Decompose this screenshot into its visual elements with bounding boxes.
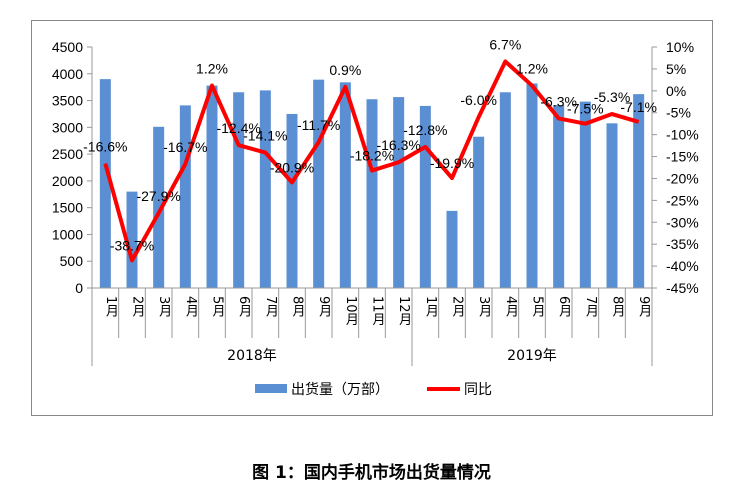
yoy-data-label: 0.9% (329, 62, 361, 78)
yoy-data-label: -19.9% (430, 155, 474, 171)
yoy-data-label: -12.4% (216, 120, 260, 136)
yoy-data-label: -18.2% (350, 148, 394, 164)
yoy-data-label: -16.6% (83, 139, 127, 155)
category-label: 5月 (210, 296, 226, 319)
chart: 0 500 1000 1500 2000 2500 3000 3500 4000 4500 -45%… (31, 20, 713, 416)
category-label: 7月 (263, 296, 279, 319)
category-label: 11月 (370, 296, 386, 327)
yoy-data-label: -7.5% (567, 101, 604, 117)
category-label: 5月 (530, 296, 546, 319)
bar (606, 123, 618, 288)
yoy-data-label: -11.7% (297, 117, 340, 133)
bar (419, 105, 431, 289)
bar (579, 101, 591, 288)
category-label: 10月 (343, 296, 359, 327)
bar (526, 83, 538, 288)
group-label: 2018年 (227, 348, 277, 364)
yoy-data-label: 1.2% (196, 61, 228, 77)
yoy-data-label: -27.9% (136, 188, 180, 204)
legend-bar-label: 出货量（万部） (291, 381, 389, 398)
yoy-data-label: -16.7% (163, 139, 207, 155)
category-label: 2月 (130, 296, 146, 319)
category-label: 4月 (183, 296, 199, 319)
yoy-data-label: -5.3% (594, 89, 631, 105)
category-label: 8月 (610, 296, 626, 319)
right-tick-label: -15% (666, 149, 699, 165)
category-label: 7月 (583, 296, 599, 319)
left-tick-label: 3500 (52, 93, 83, 109)
bar (233, 92, 245, 288)
bar (126, 191, 138, 288)
chart-title: 图 1：国内手机市场出货量情况 (252, 463, 491, 483)
right-tick-label: -40% (666, 258, 699, 274)
left-tick-label: 0 (75, 280, 83, 296)
yoy-data-label: -14.1% (243, 128, 287, 144)
right-tick-label: -35% (666, 236, 699, 252)
left-tick-label: 4500 (52, 39, 83, 55)
group-label: 2019年 (507, 348, 557, 364)
yoy-data-label: -6.3% (540, 93, 577, 109)
right-tick-label: 5% (666, 61, 686, 77)
bar (473, 136, 485, 288)
bar (366, 99, 378, 288)
right-tick-label: -20% (666, 170, 699, 186)
bar (499, 92, 511, 288)
yoy-data-label: -6.0% (460, 92, 497, 108)
category-label: 4月 (503, 296, 519, 319)
category-label: 8月 (290, 296, 306, 319)
right-tick-label: 0% (666, 83, 686, 99)
category-label: 6月 (236, 296, 252, 319)
left-tick-label: 2000 (52, 173, 83, 189)
yoy-data-label: -20.9% (270, 159, 314, 175)
yoy-data-label: -38.7% (110, 237, 154, 253)
category-label: 1月 (423, 296, 439, 319)
bar (553, 105, 565, 288)
category-label: 9月 (316, 296, 332, 319)
legend-line-label: 同比 (464, 382, 492, 398)
yoy-data-label: -7.1% (620, 99, 657, 115)
yoy-data-label: -12.8% (403, 122, 447, 138)
right-tick-label: -25% (666, 192, 699, 208)
category-label: 1月 (103, 296, 119, 319)
bar (99, 79, 111, 288)
category-label: 2月 (450, 296, 466, 319)
bar (633, 94, 645, 288)
right-tick-label: -5% (666, 105, 691, 121)
right-tick-label: -10% (666, 127, 699, 143)
bar (179, 105, 191, 289)
yoy-data-label: -16.3% (376, 137, 420, 153)
yoy-data-label: 6.7% (489, 36, 521, 52)
left-tick-label: 1000 (52, 226, 83, 242)
category-label: 3月 (156, 296, 172, 319)
bar (313, 79, 325, 289)
bar (446, 210, 458, 288)
category-label: 9月 (636, 296, 652, 319)
left-tick-label: 2500 (52, 146, 83, 162)
bar (286, 113, 298, 288)
legend-bar-swatch (255, 384, 287, 393)
right-tick-label: 10% (666, 39, 694, 55)
left-tick-label: 1500 (52, 200, 83, 216)
category-label: 12月 (396, 296, 412, 327)
bar (206, 85, 218, 288)
left-tick-label: 4000 (52, 66, 83, 82)
bar (339, 82, 351, 288)
right-tick-label: -30% (666, 214, 699, 230)
category-label: 3月 (476, 296, 492, 319)
bar (153, 126, 165, 288)
left-tick-label: 500 (60, 253, 84, 269)
left-tick-label: 3000 (52, 119, 83, 135)
category-label: 6月 (556, 296, 572, 319)
bar (393, 97, 405, 288)
right-tick-label: -45% (666, 280, 699, 296)
bar (259, 90, 271, 288)
yoy-data-label: 1.2% (516, 61, 548, 77)
